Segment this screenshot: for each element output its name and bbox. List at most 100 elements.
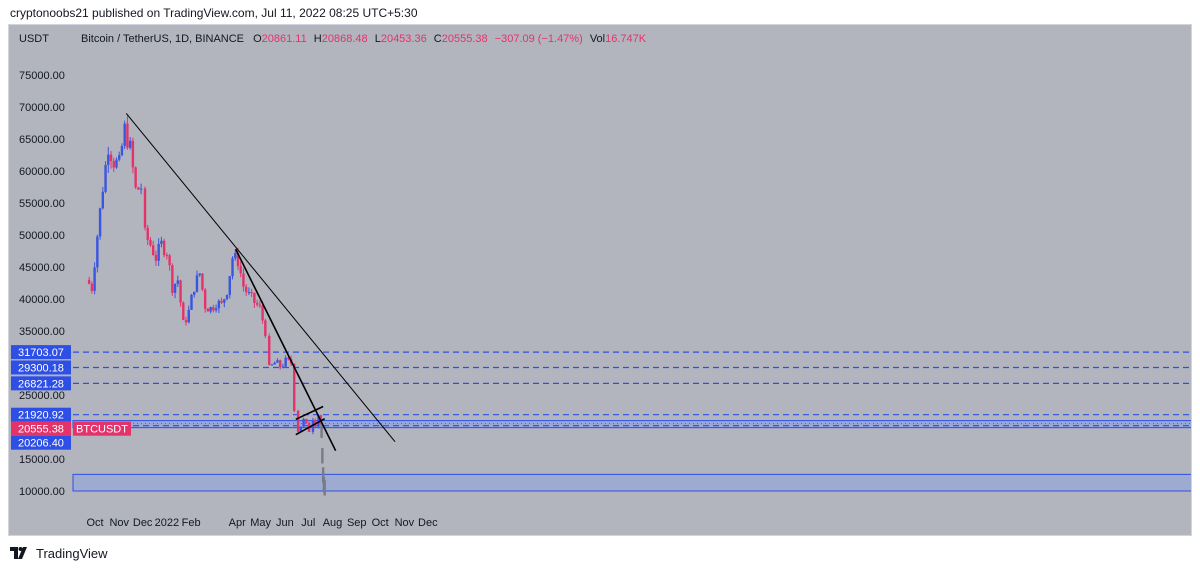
candle-body — [176, 280, 180, 284]
y-tick-label: 15000.00 — [19, 454, 65, 466]
x-tick-label: Apr — [229, 517, 246, 529]
open-label: O — [253, 33, 262, 45]
candle-body — [126, 123, 129, 148]
chart-frame[interactable]: 75000.00 70000.00 65000.00 60000.00 55000.00… — [8, 24, 1192, 536]
candle-body — [234, 252, 237, 259]
symbol-tag-box — [73, 421, 131, 436]
candle-body — [242, 273, 245, 287]
candle-body — [296, 410, 300, 432]
candle-body — [250, 292, 253, 294]
close-label: C — [434, 33, 442, 45]
candle-body — [154, 255, 158, 261]
x-tick-label: Aug — [323, 517, 343, 529]
candle-body — [123, 123, 126, 147]
candle-body — [293, 363, 296, 411]
tradingview-logo-icon — [10, 547, 27, 559]
candle-body — [107, 154, 110, 166]
candle-body — [270, 364, 274, 366]
support-zone[interactable] — [72, 420, 1192, 429]
y-tick-label: 35000.00 — [19, 326, 65, 338]
candle-body — [93, 267, 96, 291]
candle-body — [90, 283, 94, 291]
candle-body — [244, 286, 248, 293]
low-label: L — [375, 33, 381, 45]
candle-body — [171, 265, 174, 293]
candle-body — [115, 159, 118, 168]
x-tick-label: May — [250, 517, 271, 529]
candle-body — [273, 362, 276, 365]
trendline[interactable] — [295, 405, 324, 421]
projection-candle — [321, 448, 324, 464]
candle-body — [118, 155, 121, 160]
x-tick-label: Oct — [86, 517, 103, 529]
last-price-label-box — [11, 421, 71, 436]
low-value: 20453.36 — [381, 33, 427, 45]
footer: TradingView — [10, 544, 108, 562]
candle-body — [104, 165, 107, 192]
x-tick-label: Jul — [301, 517, 315, 529]
candle-body — [255, 302, 259, 305]
x-tick-label: Dec — [418, 517, 438, 529]
y-tick-label: 45000.00 — [19, 262, 65, 274]
level-price-label: 31703.07 — [18, 347, 64, 359]
symbol-name: Bitcoin / TetherUS, 1D, BINANCE — [81, 33, 244, 45]
x-tick-label: Oct — [372, 517, 389, 529]
candle-body — [179, 280, 182, 303]
candle-body — [120, 146, 124, 156]
y-tick-label: 75000.00 — [19, 70, 65, 82]
candle-body — [152, 245, 155, 256]
level-price-label: 21920.92 — [18, 410, 64, 422]
candle-body — [109, 154, 113, 162]
footer-brand: TradingView — [36, 545, 108, 561]
candle-body — [173, 283, 177, 293]
support-zone[interactable] — [72, 473, 1192, 492]
candle-body — [112, 161, 115, 168]
candle-body — [203, 289, 207, 309]
candle-body — [236, 252, 240, 267]
candle-body — [225, 294, 229, 300]
level-price-label: 26821.28 — [18, 378, 64, 390]
candle-body — [268, 336, 271, 365]
candle-body — [162, 240, 166, 256]
level-price-label-box — [11, 435, 71, 450]
candle-body — [228, 276, 231, 295]
y-tick-label: 25000.00 — [19, 390, 65, 402]
x-tick-label: Nov — [109, 517, 129, 529]
candle-body — [253, 292, 256, 303]
symbol-tag: BTCUSDT — [76, 424, 128, 436]
y-tick-label: 10000.00 — [19, 486, 65, 498]
candle-body — [231, 258, 234, 277]
close-value: 20555.38 — [442, 33, 488, 45]
publish-info: cryptonoobs21 published on TradingView.c… — [10, 6, 418, 20]
level-price-label-box — [11, 345, 71, 360]
y-tick-label: 70000.00 — [19, 102, 65, 114]
level-price-label-box — [11, 376, 71, 391]
candle-body — [87, 279, 91, 284]
trendline[interactable] — [234, 248, 337, 452]
projection-candle — [320, 422, 323, 438]
candle-body — [201, 273, 204, 290]
price-chart[interactable]: 75000.00 70000.00 65000.00 60000.00 55000.00… — [9, 25, 1192, 536]
candle-body — [276, 360, 279, 363]
time-axis-background — [9, 512, 1191, 535]
candle-body — [165, 255, 169, 257]
level-price-label-box — [11, 360, 71, 375]
x-tick-label: 2022 — [155, 517, 179, 529]
candle-body — [258, 304, 262, 306]
change-value: −307.09 (−1.47%) — [495, 33, 583, 45]
open-value: 20861.11 — [262, 33, 307, 45]
trendline[interactable] — [125, 113, 396, 443]
candle-body — [101, 191, 105, 209]
candle-body — [198, 273, 201, 276]
candle-body — [96, 236, 99, 268]
candle-body — [131, 140, 135, 168]
x-tick-label: Nov — [395, 517, 415, 529]
candle-body — [287, 357, 290, 360]
candle-body — [143, 188, 147, 228]
candle-body — [149, 239, 152, 246]
candle-body — [134, 167, 137, 188]
trendline[interactable] — [295, 417, 326, 436]
level-price-label: 29300.18 — [18, 362, 64, 374]
y-tick-label: 40000.00 — [19, 294, 65, 306]
candle-body — [239, 266, 242, 274]
